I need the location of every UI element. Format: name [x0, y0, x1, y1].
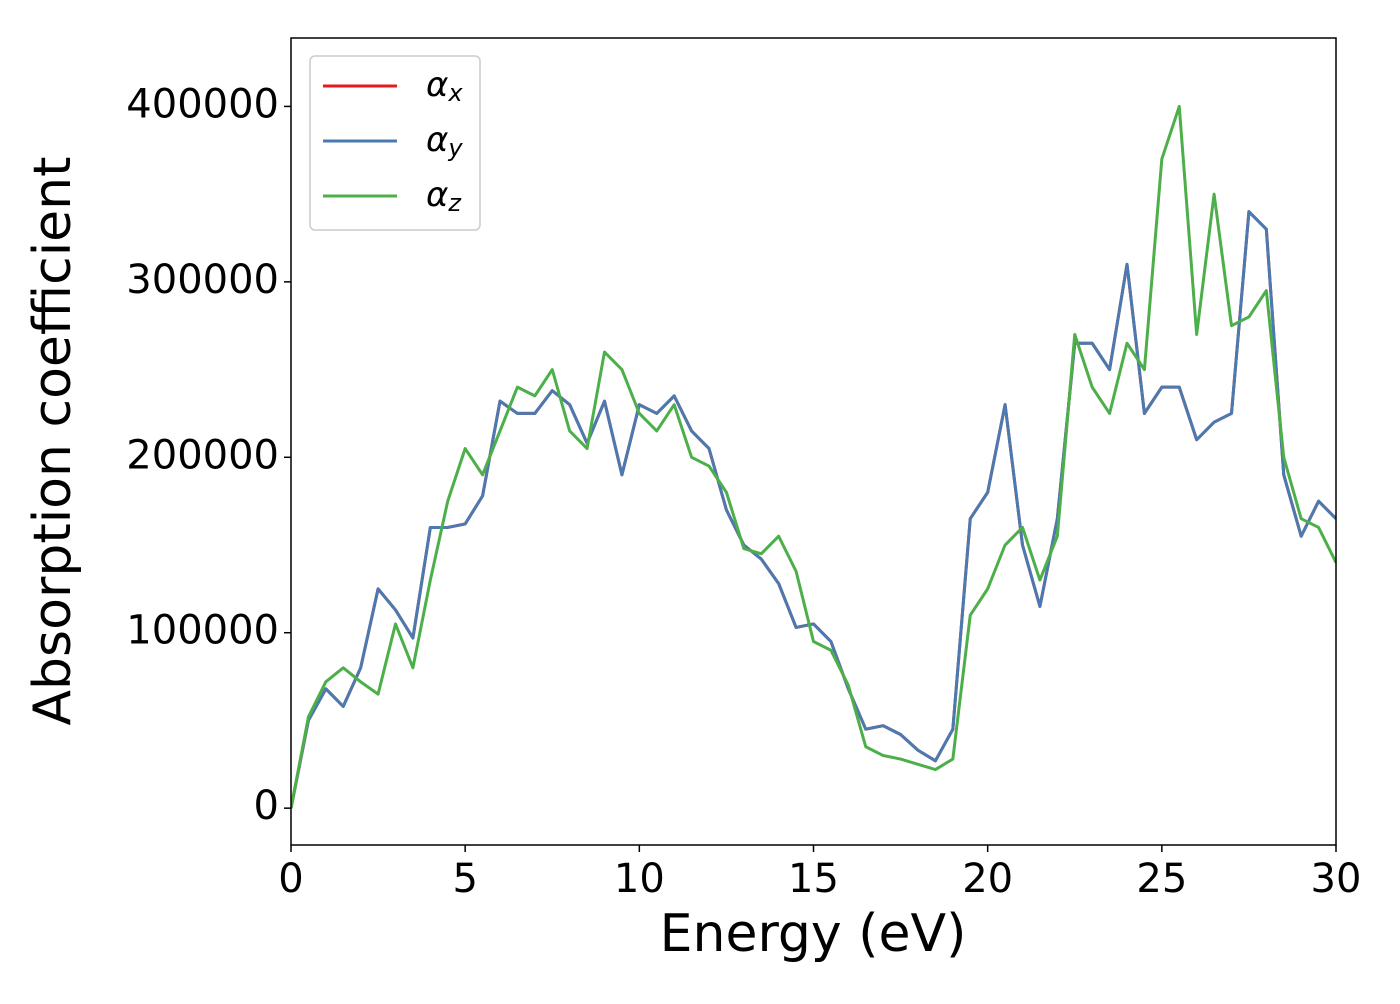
legend-label: αz [426, 175, 462, 218]
x-tick-label: 10 [614, 856, 665, 902]
series-line [291, 210, 1336, 809]
y-tick-label: 100000 [126, 608, 279, 654]
series-line [291, 210, 1336, 809]
y-tick-label: 400000 [126, 81, 279, 127]
x-axis-label: Energy (eV) [660, 904, 967, 964]
y-tick-label: 0 [254, 783, 279, 829]
y-axis-label: Absorption coefficient [23, 156, 83, 725]
x-tick-label: 15 [788, 856, 839, 902]
x-tick-label: 20 [962, 856, 1013, 902]
legend-box [309, 55, 481, 231]
x-tick-label: 30 [1311, 856, 1362, 902]
legend-label: αy [426, 120, 463, 163]
plot-frame [290, 37, 1337, 846]
x-tick-label: 0 [278, 856, 303, 902]
x-tick-label: 25 [1136, 856, 1187, 902]
y-tick-label: 200000 [126, 432, 279, 478]
legend: αx αy αz [309, 55, 481, 231]
y-tick-label: 300000 [126, 257, 279, 303]
legend-label: αx [426, 65, 463, 108]
series-line [291, 104, 1336, 809]
x-tick-label: 5 [452, 856, 477, 902]
